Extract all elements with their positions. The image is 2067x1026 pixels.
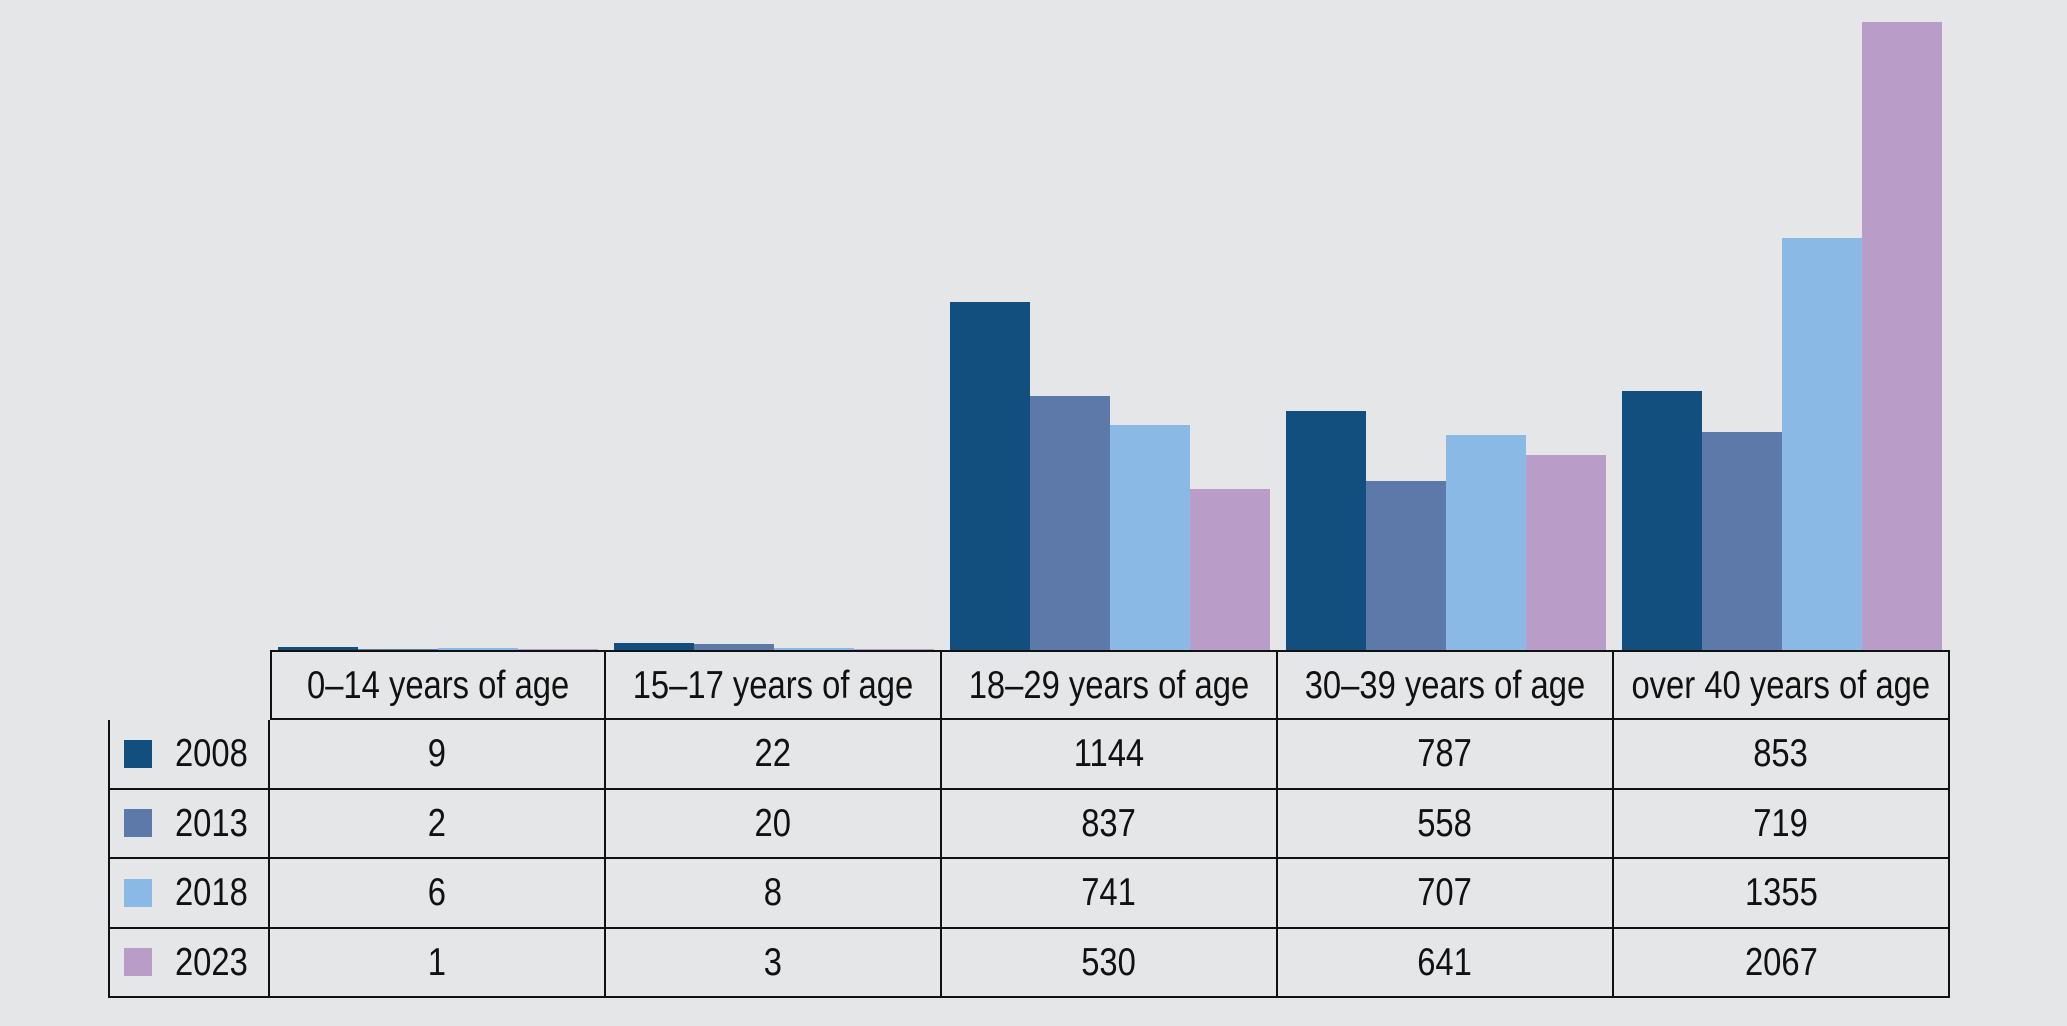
data-table: 0–14 years of age 15–17 years of age 18–29… <box>108 650 1950 998</box>
value-label: 1 <box>427 940 447 984</box>
bar-2013-cat4 <box>1702 431 1782 650</box>
value-cell-2018-cat4: 1355 <box>1614 859 1950 929</box>
column-header-2: 18–29 years of age <box>942 650 1278 720</box>
bar-2018-cat2 <box>1110 424 1190 650</box>
value-cell-2013-cat3: 558 <box>1278 789 1614 859</box>
column-header-0: 0–14 years of age <box>270 650 606 720</box>
value-label: 558 <box>1417 801 1473 845</box>
column-header-label: over 40 years of age <box>1631 663 1931 707</box>
legend-cell-2023: 2023 <box>108 928 270 998</box>
value-cell-2023-cat2: 530 <box>942 928 1278 998</box>
value-label: 20 <box>754 801 792 845</box>
legend-year-label: 2023 <box>174 940 248 984</box>
legend-swatch-2013 <box>123 809 152 838</box>
value-label: 1355 <box>1744 871 1818 915</box>
column-header-4: over 40 years of age <box>1614 650 1950 720</box>
value-cell-2013-cat0: 2 <box>270 789 606 859</box>
bar-2023-cat3 <box>1526 455 1606 650</box>
column-header-label: 15–17 years of age <box>632 663 914 707</box>
table-corner-spacer <box>108 650 270 720</box>
value-cell-2018-cat1: 8 <box>606 859 942 929</box>
legend-cell-2013: 2013 <box>108 789 270 859</box>
bar-group-1 <box>614 5 934 650</box>
bar-2023-cat1 <box>854 649 934 650</box>
value-cell-2008-cat3: 787 <box>1278 720 1614 790</box>
value-label: 1144 <box>1073 732 1145 776</box>
bar-2013-cat1 <box>694 643 774 650</box>
value-cell-2008-cat0: 9 <box>270 720 606 790</box>
value-cell-2018-cat2: 741 <box>942 859 1278 929</box>
legend-swatch-2018 <box>123 878 152 907</box>
bar-2008-cat0 <box>278 647 358 650</box>
value-label: 3 <box>763 940 783 984</box>
legend-swatch-2023 <box>123 948 152 977</box>
column-header-label: 30–39 years of age <box>1304 663 1586 707</box>
value-cell-2013-cat4: 719 <box>1614 789 1950 859</box>
value-cell-2013-cat1: 20 <box>606 789 942 859</box>
value-label: 8 <box>763 871 783 915</box>
column-header-label: 18–29 years of age <box>968 663 1250 707</box>
bar-2023-cat4 <box>1862 22 1942 650</box>
value-label: 9 <box>427 732 447 776</box>
value-label: 719 <box>1753 801 1809 845</box>
bar-2018-cat1 <box>774 647 854 650</box>
value-label: 837 <box>1081 801 1137 845</box>
value-label: 641 <box>1417 940 1473 984</box>
column-header-3: 30–39 years of age <box>1278 650 1614 720</box>
bar-2018-cat4 <box>1782 238 1862 650</box>
value-label: 22 <box>754 732 792 776</box>
value-cell-2008-cat4: 853 <box>1614 720 1950 790</box>
column-header-label: 0–14 years of age <box>306 663 570 707</box>
value-cell-2018-cat0: 6 <box>270 859 606 929</box>
value-label: 6 <box>427 871 447 915</box>
bar-group-3 <box>1286 5 1606 650</box>
bar-2013-cat3 <box>1366 480 1446 650</box>
value-cell-2018-cat3: 707 <box>1278 859 1614 929</box>
legend-year-label: 2013 <box>174 801 248 845</box>
bar-group-0 <box>278 5 598 650</box>
value-label: 530 <box>1081 940 1137 984</box>
bar-2008-cat2 <box>950 302 1030 650</box>
legend-year-label: 2018 <box>174 871 248 915</box>
value-cell-2013-cat2: 837 <box>942 789 1278 859</box>
legend-cell-2018: 2018 <box>108 859 270 929</box>
bar-2008-cat1 <box>614 643 694 650</box>
column-header-1: 15–17 years of age <box>606 650 942 720</box>
bar-2023-cat0 <box>518 649 598 650</box>
bar-2008-cat3 <box>1286 410 1366 650</box>
bar-2013-cat2 <box>1030 395 1110 650</box>
bar-2013-cat0 <box>358 649 438 650</box>
value-cell-2023-cat0: 1 <box>270 928 606 998</box>
legend-swatch-2008 <box>123 739 152 768</box>
bar-group-2 <box>950 5 1270 650</box>
value-cell-2008-cat2: 1144 <box>942 720 1278 790</box>
value-cell-2008-cat1: 22 <box>606 720 942 790</box>
value-label: 787 <box>1417 732 1473 776</box>
value-label: 741 <box>1081 871 1137 915</box>
legend-cell-2008: 2008 <box>108 720 270 790</box>
value-label: 2 <box>427 801 447 845</box>
value-label: 853 <box>1753 732 1809 776</box>
value-cell-2023-cat3: 641 <box>1278 928 1614 998</box>
value-label: 707 <box>1417 871 1473 915</box>
legend-year-label: 2008 <box>174 732 248 776</box>
bar-2018-cat3 <box>1446 435 1526 650</box>
value-cell-2023-cat1: 3 <box>606 928 942 998</box>
bar-2018-cat0 <box>438 648 518 650</box>
bar-2008-cat4 <box>1622 390 1702 650</box>
value-label: 2067 <box>1744 940 1818 984</box>
value-cell-2023-cat4: 2067 <box>1614 928 1950 998</box>
bar-group-4 <box>1622 5 1942 650</box>
bar-2023-cat2 <box>1190 489 1270 650</box>
